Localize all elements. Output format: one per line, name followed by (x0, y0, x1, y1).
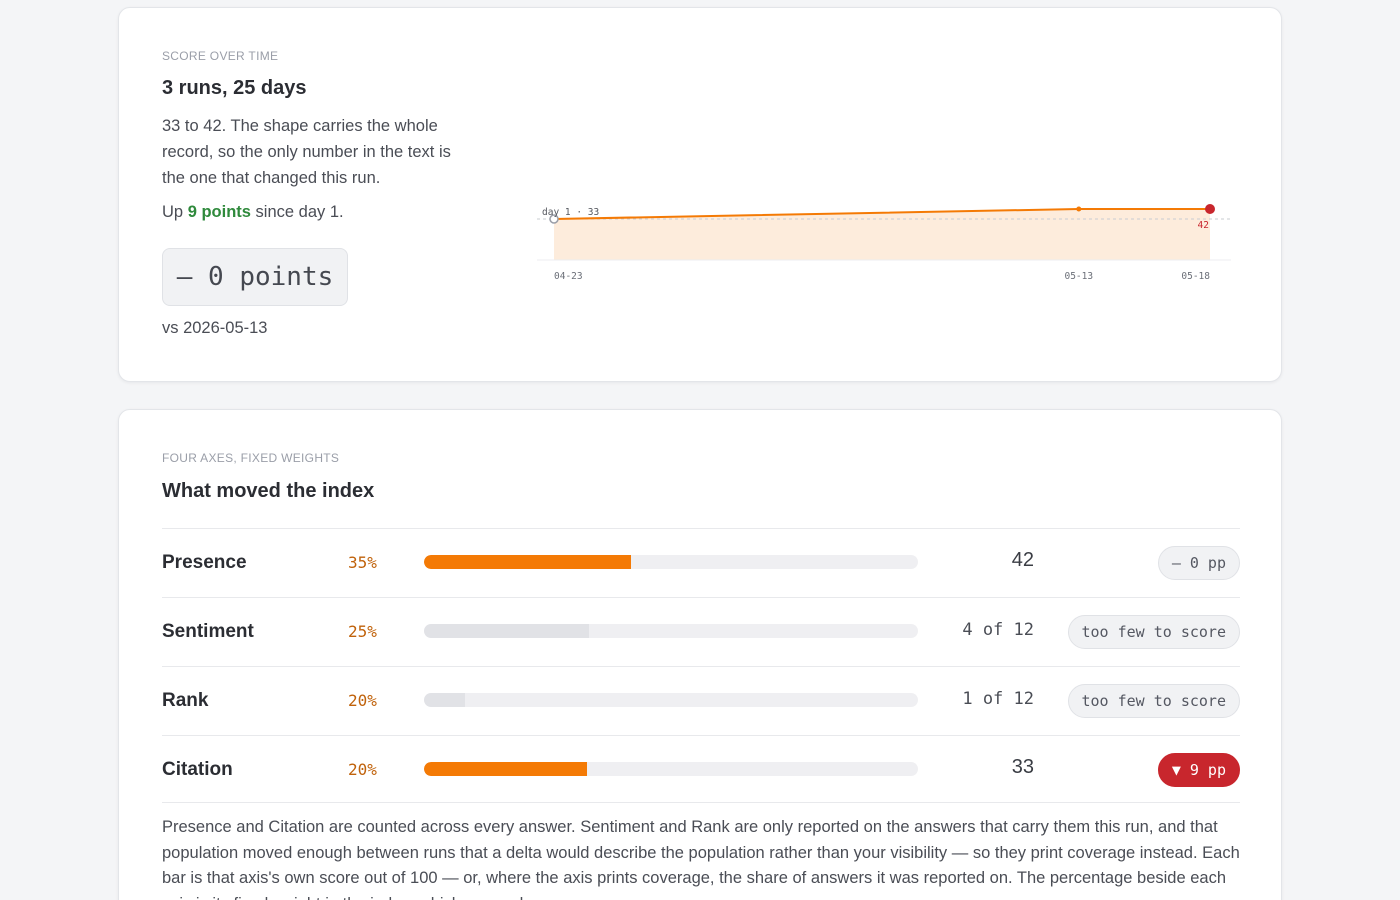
axis-name: Presence (162, 552, 247, 573)
axis-bar-fill (424, 693, 465, 707)
divider (162, 802, 1240, 803)
axis-value: 42 (1011, 549, 1034, 571)
axis-delta-badge: – 0 pp (1157, 546, 1240, 580)
axis-name: Citation (162, 759, 233, 780)
end-label: 42 (1198, 220, 1209, 231)
latest-point (1205, 204, 1215, 214)
up-suffix: since day 1. (255, 203, 344, 221)
x-tick-label: 04-23 (554, 271, 583, 282)
axis-row-rank: Rank 20% 1 of 12 too few to score (162, 666, 1240, 735)
chart-area (554, 209, 1210, 260)
axis-name: Rank (162, 690, 209, 711)
axis-delta-badge: too few to score (1067, 615, 1240, 649)
axis-value: 4 of 12 (962, 620, 1034, 640)
start-label: day 1 · 33 (542, 207, 599, 218)
x-tick-label: 05-18 (1181, 271, 1210, 282)
axis-weight: 20% (348, 760, 377, 779)
axis-bar-fill (424, 555, 632, 569)
axis-bar-fill (424, 624, 589, 638)
axes-footnote: Presence and Citation are counted across… (162, 818, 1240, 900)
axis-value: 33 (1011, 756, 1034, 778)
axis-weight: 35% (348, 553, 377, 572)
axis-name: Sentiment (162, 621, 254, 642)
axis-bar (424, 693, 918, 707)
section-heading: What moved the index (162, 480, 375, 502)
axis-row-sentiment: Sentiment 25% 4 of 12 too few to score (162, 597, 1240, 666)
section-eyebrow: SCORE OVER TIME (162, 49, 279, 63)
axis-bar (424, 555, 918, 569)
section-heading: 3 runs, 25 days (162, 77, 307, 99)
axis-bar-fill (424, 762, 588, 776)
run-delta-badge: – 0 points (162, 248, 348, 306)
score-over-time-card: SCORE OVER TIME 3 runs, 25 days 33 to 42… (118, 7, 1282, 382)
x-tick-label: 05-13 (1064, 271, 1093, 282)
score-chart: day 1 · 33 42 04-23 05-13 05-18 (537, 204, 1231, 282)
summary-text: 33 to 42. The shape carries the whole re… (162, 117, 451, 187)
axis-bar (424, 624, 918, 638)
section-eyebrow: FOUR AXES, FIXED WEIGHTS (162, 451, 340, 465)
change-since-day1: Up 9 points since day 1. (162, 203, 344, 222)
up-value: 9 points (187, 203, 251, 221)
axis-row-citation: Citation 20% 33 ▼ 9 pp (162, 735, 1240, 804)
axis-row-presence: Presence 35% 42 – 0 pp (162, 528, 1240, 597)
axis-delta-badge: too few to score (1067, 684, 1240, 718)
axis-bar (424, 762, 918, 776)
score-point (1076, 206, 1082, 212)
comparison-date: vs 2026-05-13 (162, 319, 268, 337)
axis-delta-badge: ▼ 9 pp (1157, 753, 1240, 787)
axes-card: FOUR AXES, FIXED WEIGHTS What moved the … (118, 409, 1282, 900)
up-prefix: Up (162, 203, 184, 221)
axis-weight: 25% (348, 622, 377, 641)
axis-weight: 20% (348, 691, 377, 710)
axis-value: 1 of 12 (962, 689, 1034, 709)
start-point (549, 214, 559, 224)
